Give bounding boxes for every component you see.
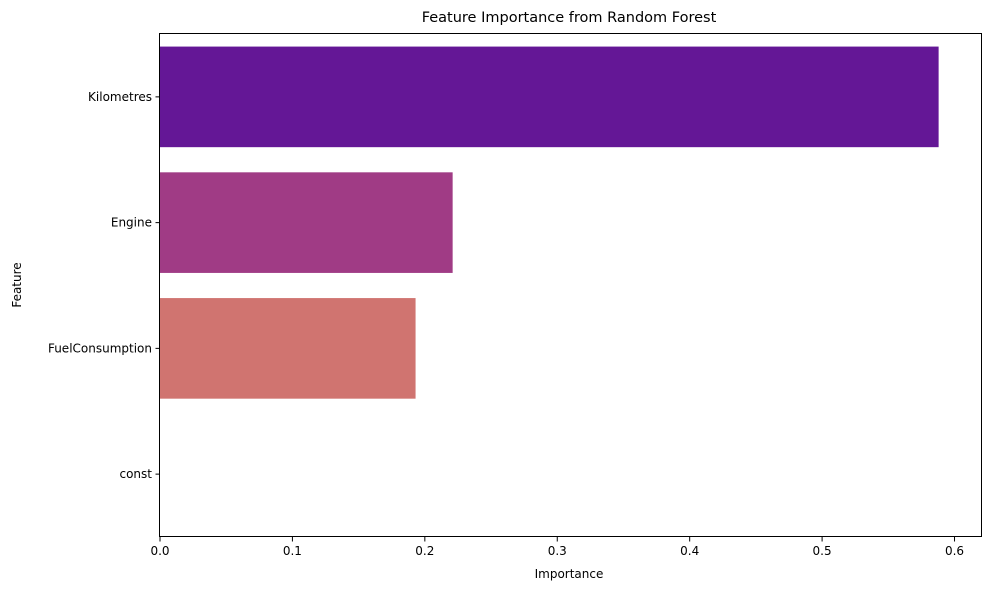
bar-engine bbox=[160, 172, 453, 273]
x-tick-label: 0.1 bbox=[283, 544, 302, 558]
x-axis: 0.0 0.1 0.2 0.3 0.4 0.5 0.6 bbox=[150, 537, 964, 558]
plot-frame bbox=[159, 33, 982, 537]
bar-kilometres bbox=[160, 46, 939, 148]
y-axis: Kilometres Engine FuelConsumption const bbox=[48, 90, 160, 481]
x-axis-label: Importance bbox=[535, 567, 604, 581]
y-axis-label: Feature bbox=[10, 262, 24, 307]
bars-layer bbox=[160, 46, 939, 399]
y-tick-label: Kilometres bbox=[88, 90, 152, 104]
y-tick-label: FuelConsumption bbox=[48, 341, 152, 355]
y-tick-label: Engine bbox=[111, 216, 152, 230]
x-tick-label: 0.6 bbox=[945, 544, 964, 558]
x-tick-label: 0.2 bbox=[415, 544, 434, 558]
x-tick-label: 0.4 bbox=[680, 544, 699, 558]
x-tick-label: 0.0 bbox=[150, 544, 169, 558]
x-tick-label: 0.5 bbox=[813, 544, 832, 558]
y-tick-label: const bbox=[119, 467, 152, 481]
x-tick-label: 0.3 bbox=[548, 544, 567, 558]
bar-fuelconsumption bbox=[160, 298, 416, 399]
chart-title: Feature Importance from Random Forest bbox=[422, 10, 717, 26]
